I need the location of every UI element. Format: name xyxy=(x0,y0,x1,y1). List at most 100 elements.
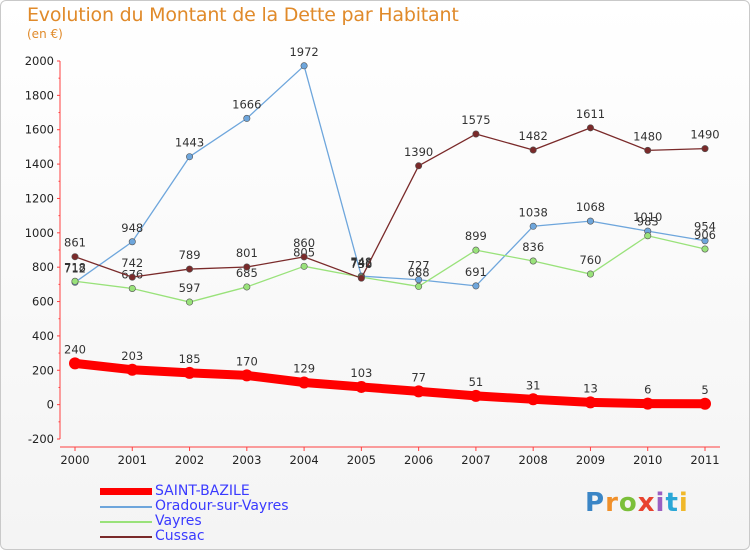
series-line xyxy=(74,127,706,279)
data-point xyxy=(701,237,709,245)
data-point xyxy=(641,397,654,410)
x-tick-label: 2008 xyxy=(519,453,548,467)
data-label: 983 xyxy=(637,215,659,229)
legend: SAINT-BAZILE Oradour-sur-Vayres Vayres C… xyxy=(100,483,360,544)
y-tick-label: 200 xyxy=(32,363,54,377)
data-label: 948 xyxy=(121,221,143,235)
series-cussac: 861 742 789 801 860 736 1390 1575 1482 1611 1480 14… xyxy=(64,107,720,282)
data-point xyxy=(298,376,311,389)
data-label: 6 xyxy=(644,383,651,397)
data-label: 954 xyxy=(694,220,716,234)
data-label: 688 xyxy=(408,265,430,279)
data-label: 1038 xyxy=(519,205,548,219)
legend-swatch xyxy=(100,536,152,538)
data-point xyxy=(586,217,594,225)
data-point xyxy=(300,253,308,261)
y-tick-label: 1800 xyxy=(25,88,54,102)
data-label: 1482 xyxy=(519,129,548,143)
chart-axes: -200 0 200 400 600 800 1000 1200 1400 1600 1800 200… xyxy=(25,54,720,467)
data-label: 691 xyxy=(465,265,487,279)
data-point xyxy=(472,130,480,138)
x-tick-label: 2011 xyxy=(690,453,719,467)
data-point xyxy=(701,245,709,253)
data-label: 1611 xyxy=(576,107,605,121)
legend-item-cussac: Cussac xyxy=(100,528,360,544)
data-label: 597 xyxy=(179,281,201,295)
data-point xyxy=(529,146,537,154)
x-tick-label: 2006 xyxy=(404,453,433,467)
data-label: 760 xyxy=(579,253,601,267)
data-label: 240 xyxy=(64,342,86,356)
x-tick-label: 2005 xyxy=(347,453,376,467)
logo-letter: r xyxy=(605,488,619,518)
y-tick-label: 2000 xyxy=(25,54,54,68)
proxiti-logo: Proxiti xyxy=(585,488,689,518)
data-point xyxy=(584,396,597,409)
data-label: 789 xyxy=(179,248,201,262)
data-label: 13 xyxy=(583,381,598,395)
legend-item-saint-bazile: SAINT-BAZILE xyxy=(100,483,360,499)
series-line xyxy=(74,65,706,287)
data-point xyxy=(472,246,480,254)
y-tick-label: 1200 xyxy=(25,191,54,205)
data-point xyxy=(186,265,194,273)
data-point xyxy=(412,385,425,398)
legend-label: Vayres xyxy=(155,513,202,529)
data-point xyxy=(300,262,308,270)
y-tick-label: 800 xyxy=(32,260,54,274)
series-saint-bazile: 240 203 185 170 129 103 77 51 31 13 6 5 xyxy=(64,342,711,410)
data-point xyxy=(300,62,308,70)
data-label: 185 xyxy=(179,352,201,366)
legend-swatch xyxy=(100,488,152,495)
data-label: 685 xyxy=(236,266,258,280)
legend-swatch xyxy=(100,521,152,523)
data-point xyxy=(128,284,136,292)
y-tick-label: 1000 xyxy=(25,226,54,240)
data-label: 1480 xyxy=(633,129,662,143)
data-label: 748 xyxy=(350,255,372,269)
data-label: 1575 xyxy=(461,113,490,127)
data-point xyxy=(586,270,594,278)
data-label: 1666 xyxy=(232,97,261,111)
data-point xyxy=(71,253,79,261)
legend-item-vayres: Vayres xyxy=(100,513,360,529)
data-label: 906 xyxy=(694,228,716,242)
y-tick-label: 400 xyxy=(32,329,54,343)
x-tick-label: 2003 xyxy=(232,453,261,467)
data-point xyxy=(240,369,253,382)
logo-letter: o xyxy=(618,488,638,518)
data-point xyxy=(357,274,365,282)
data-point xyxy=(415,276,423,284)
data-point xyxy=(644,232,652,240)
data-label: 1068 xyxy=(576,200,605,214)
data-point xyxy=(586,124,594,132)
logo-letter: i xyxy=(678,488,689,518)
data-label: 77 xyxy=(411,370,426,384)
logo-letter: P xyxy=(585,488,606,518)
data-label: 203 xyxy=(121,349,143,363)
data-point xyxy=(128,273,136,281)
data-label: 5 xyxy=(701,383,708,397)
data-point xyxy=(183,366,196,379)
y-tick-label: 600 xyxy=(32,295,54,309)
data-label: 899 xyxy=(465,229,487,243)
y-tick-label: -200 xyxy=(28,432,54,446)
data-label: 170 xyxy=(236,354,258,368)
data-label: 736 xyxy=(350,257,372,271)
data-label: 1443 xyxy=(175,136,204,150)
data-point xyxy=(644,146,652,154)
data-label: 836 xyxy=(522,240,544,254)
data-point xyxy=(186,298,194,306)
data-label: 801 xyxy=(236,246,258,260)
data-point xyxy=(355,380,368,393)
data-label: 718 xyxy=(64,260,86,274)
chart-title: Evolution du Montant de la Dette par Hab… xyxy=(27,4,459,26)
data-point xyxy=(69,357,81,370)
logo-letter: x xyxy=(637,488,656,518)
data-label: 1010 xyxy=(633,210,662,224)
legend-label: SAINT-BAZILE xyxy=(155,483,250,499)
data-point xyxy=(699,397,711,410)
data-label: 1972 xyxy=(289,45,318,59)
y-tick-label: 0 xyxy=(47,398,54,412)
